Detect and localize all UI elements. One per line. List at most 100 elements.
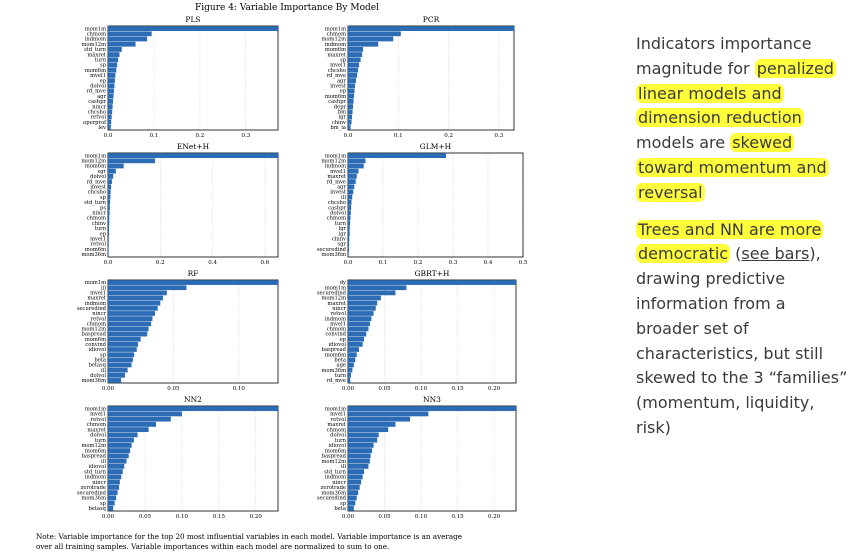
plot-frame	[347, 279, 517, 384]
bar-baspread	[108, 453, 129, 459]
bar-turn	[108, 57, 119, 63]
bar-retvol	[348, 416, 411, 422]
bar-dy	[348, 280, 516, 285]
tick-label: 0.00	[342, 386, 355, 392]
sidebar-paragraph-1: Indicators importance magnitude for pena…	[636, 32, 851, 206]
category-label: mom36m	[82, 496, 107, 502]
category-label: ps	[100, 205, 106, 211]
bar-chmom	[108, 321, 152, 327]
bar-turn	[348, 437, 378, 443]
category-label: mom1m	[85, 406, 106, 412]
bar-ps	[108, 205, 110, 210]
category-label: maxret	[327, 301, 346, 307]
bar-agr	[348, 184, 355, 190]
bar-retvol	[108, 316, 153, 321]
category-label: beta	[94, 357, 106, 363]
bar-dolvol	[348, 432, 379, 438]
bar-ill	[108, 367, 128, 373]
bar-dolvol	[108, 83, 115, 89]
bar-nincr	[108, 311, 156, 316]
category-label: indmom	[325, 42, 346, 48]
category-label: chcsho	[88, 190, 106, 196]
bar-invest	[108, 184, 112, 190]
p1-text-a: Indicators importance magnitude for	[636, 34, 812, 78]
plot-frame	[347, 25, 515, 131]
category-label: mom1m	[325, 153, 346, 159]
bar-mvel1	[108, 236, 109, 242]
category-label: bm	[338, 109, 346, 115]
category-label: chmom	[87, 321, 106, 327]
bar-ep	[348, 88, 355, 94]
bar-chinv	[108, 220, 110, 226]
bar-mom6m	[108, 246, 109, 252]
category-label: mom6m	[85, 448, 106, 454]
panel-title: NN3	[423, 395, 441, 404]
tick-label: 0.20	[488, 514, 501, 520]
category-label: agr	[337, 184, 346, 190]
bar-mom1m	[348, 26, 514, 31]
category-label: chinv	[92, 221, 106, 227]
category-label: mom1m	[85, 153, 106, 159]
tick-label: 0.00	[342, 514, 355, 520]
bar-indmom	[348, 316, 372, 321]
bar-maxret	[348, 421, 396, 427]
panel-6: NN2 mom1mmvel1retvolchmommaxretdolvolturn…	[77, 395, 279, 520]
category-label: chmom	[87, 216, 106, 222]
category-label: mom12m	[82, 327, 107, 333]
category-label: ill	[101, 368, 106, 374]
bar-sp	[348, 57, 361, 63]
bar-cashpr	[348, 205, 352, 210]
category-label: sp	[340, 501, 347, 507]
tick-label: 0.2	[414, 260, 423, 266]
tick-label: 0.10	[233, 386, 246, 392]
see-bars-link[interactable]: see bars	[741, 244, 810, 264]
bar-indmom	[348, 163, 364, 169]
tick-label: 0.1	[150, 133, 159, 139]
category-label: dolvol	[330, 433, 346, 439]
bar-mvel1	[108, 73, 116, 78]
variable-importance-figure: Figure 4: Variable Importance By Model P…	[36, 3, 528, 551]
category-label: nincr	[332, 306, 346, 312]
bar-lev	[108, 125, 111, 130]
bar-ill	[108, 458, 127, 464]
plot-frame	[107, 405, 279, 512]
tick-label: 0.0	[344, 133, 353, 139]
panel-title: RF	[188, 269, 199, 278]
bar-mom6m	[108, 163, 124, 169]
category-label: idiovol	[89, 464, 107, 470]
category-label: rd_mve	[327, 179, 346, 185]
bar-baspread	[348, 453, 371, 459]
bar-nincr	[348, 305, 376, 311]
category-label: chmom	[87, 422, 106, 428]
bar-mom12m	[108, 442, 132, 448]
tick-label: 0.1	[379, 260, 388, 266]
bar-chmom	[348, 215, 351, 221]
bar-sp	[348, 500, 356, 506]
bar-invest	[348, 83, 356, 89]
bar-convind	[108, 342, 139, 347]
category-label: cashpr	[328, 205, 346, 211]
bar-mom12m	[108, 158, 156, 164]
tick-label: 0.2	[444, 133, 453, 139]
tick-label: 0.0	[104, 260, 113, 266]
category-label: mom12m	[322, 296, 347, 302]
category-label: ep	[340, 89, 347, 95]
category-label: chinv	[332, 236, 346, 242]
panel-5: GBRT+H dymom1msecuredindmom12mmaxretnincr…	[317, 269, 517, 392]
category-label: mvel1	[90, 73, 106, 79]
category-label: chcsho	[328, 200, 346, 206]
bar-ep	[108, 231, 110, 236]
category-label: mom6m	[85, 68, 106, 74]
bar-chcsho	[348, 200, 352, 205]
bar-sgr	[348, 241, 350, 247]
panel-title: ENet+H	[177, 142, 210, 151]
category-label: securedind	[317, 247, 347, 253]
bar-sp	[108, 194, 111, 200]
bar-nincr	[108, 104, 113, 109]
category-label: mom12m	[322, 459, 347, 465]
category-label: mvel1	[330, 412, 346, 418]
plot-frame	[107, 25, 279, 131]
bar-dolvol	[108, 432, 138, 438]
tick-label: 0.2	[196, 133, 205, 139]
category-label: betasq	[88, 363, 106, 369]
